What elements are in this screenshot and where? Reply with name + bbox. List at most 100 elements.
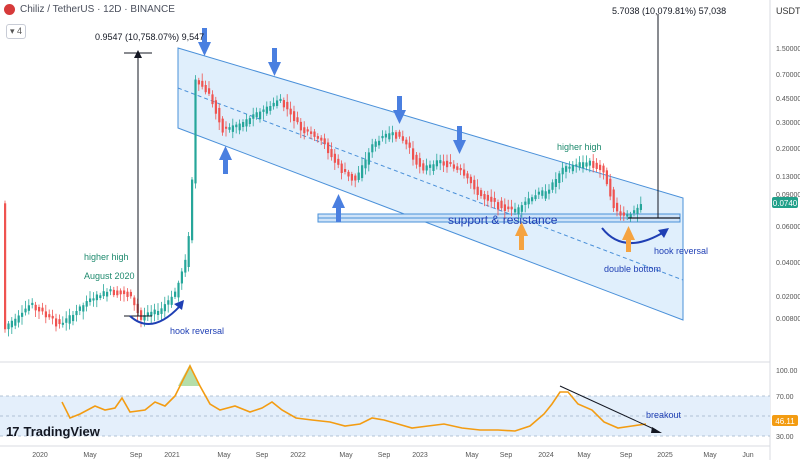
candle-body (429, 164, 432, 168)
candle-body (408, 142, 411, 148)
candle-body (350, 173, 353, 181)
candle-body (527, 198, 530, 205)
hook-reversal-label-right: hook reversal (654, 246, 708, 256)
indicator-toggle-button[interactable]: ▾ 4 (6, 24, 26, 39)
candle-body (605, 170, 608, 185)
candle-body (415, 154, 418, 165)
candle-body (503, 204, 506, 212)
candle-body (602, 165, 605, 173)
candle-body (493, 197, 496, 202)
time-axis[interactable]: 2020 May Sep 2021 May Sep 2022 May Sep 2023 May Sep… (32, 452, 754, 459)
candle-body (316, 136, 319, 139)
time-tick-label: Sep (256, 452, 269, 459)
candle-body (187, 236, 190, 268)
candle-body (41, 307, 44, 312)
candle-body (4, 203, 7, 330)
candle-body (95, 294, 98, 301)
time-tick-label: May (217, 452, 231, 459)
chevron-down-icon: ▾ (9, 26, 15, 36)
time-tick-label: 2024 (538, 452, 554, 459)
candle-body (68, 315, 71, 324)
candle-body (544, 191, 547, 199)
candle-body (303, 127, 306, 134)
double-bottom-label: double bottom (604, 264, 661, 274)
candle-body (191, 179, 194, 241)
measure-right-label: 5.7038 (10,079.81%) 57,038 (612, 6, 726, 16)
measure-tool-right[interactable] (628, 14, 680, 219)
candle-body (85, 301, 88, 307)
candle-body (323, 138, 326, 144)
candle-body (160, 308, 163, 314)
rsi-axis[interactable]: 100.00 70.00 30.00 (776, 368, 798, 441)
support-resistance-label: support & resistance (448, 213, 558, 227)
candle-body (374, 141, 377, 147)
candle-body (435, 160, 438, 167)
price-tick-label: 0.04000 (776, 260, 800, 267)
last-price-tag: 0.0740 (772, 197, 798, 208)
candle-body (61, 322, 64, 325)
candle-body (459, 167, 462, 171)
descending-channel[interactable] (177, 47, 684, 321)
candle-body (235, 124, 238, 128)
candle-body (524, 201, 527, 205)
candle-body (146, 312, 149, 317)
price-axis[interactable]: 1.50000 0.70000 0.45000 0.30000 0.20000 0.130… (776, 46, 800, 323)
price-tick-label: 1.50000 (776, 46, 800, 53)
candle-body (418, 158, 421, 167)
candle-body (561, 167, 564, 175)
time-tick-label: Jun (742, 452, 753, 459)
time-tick-label: May (465, 452, 479, 459)
candle-body (442, 161, 445, 166)
time-tick-label: 2025 (657, 452, 673, 459)
symbol-header[interactable]: Chiliz / TetherUS · 12D · BINANCE (4, 4, 175, 15)
rsi-line (61, 364, 647, 432)
candle-body (123, 290, 126, 295)
hook-reversal-arrowhead-left (174, 300, 184, 310)
candle-body (197, 80, 200, 85)
candle-body (554, 179, 557, 187)
candle-body (106, 291, 109, 297)
hook-reversal-curve-left (129, 305, 181, 325)
august-label: August 2020 (84, 271, 135, 281)
candle-body (378, 140, 381, 146)
candle-body (626, 214, 629, 217)
candle-body (612, 189, 615, 209)
channel-midline (177, 87, 684, 281)
candle-body (476, 186, 479, 195)
candle-body (449, 162, 452, 165)
candle-body (595, 162, 598, 169)
candle-body (126, 291, 129, 297)
rsi-current-tag: 46.11 (772, 415, 798, 426)
time-tick-label: Sep (130, 452, 143, 459)
down-arrow-icon (453, 126, 466, 154)
tradingview-mark-icon: 17 (6, 424, 20, 439)
candle-body (398, 131, 401, 137)
candle-body (371, 144, 374, 153)
time-tick-label: May (703, 452, 717, 459)
time-tick-label: May (339, 452, 353, 459)
candle-body (272, 102, 275, 107)
currency-label: USDT (776, 6, 800, 16)
candle-body (218, 107, 221, 123)
rsi-tick-label: 30.00 (776, 434, 794, 441)
candle-body (432, 164, 435, 171)
candle-body (548, 189, 551, 194)
candle-body (456, 166, 459, 170)
candle-body (75, 310, 78, 316)
rsi-trendline[interactable] (559, 385, 662, 433)
candle-body (452, 164, 455, 169)
candle-body (330, 149, 333, 158)
candlestick-series (4, 73, 642, 337)
measure-tool-left[interactable] (124, 50, 152, 317)
candle-body (48, 314, 51, 318)
candle-body (592, 161, 595, 168)
candle-body (588, 160, 591, 166)
candle-body (293, 111, 296, 122)
candle-body (571, 164, 574, 172)
time-tick-label: 2022 (290, 452, 306, 459)
candle-body (622, 212, 625, 216)
candle-body (289, 108, 292, 115)
candle-body (143, 315, 146, 321)
